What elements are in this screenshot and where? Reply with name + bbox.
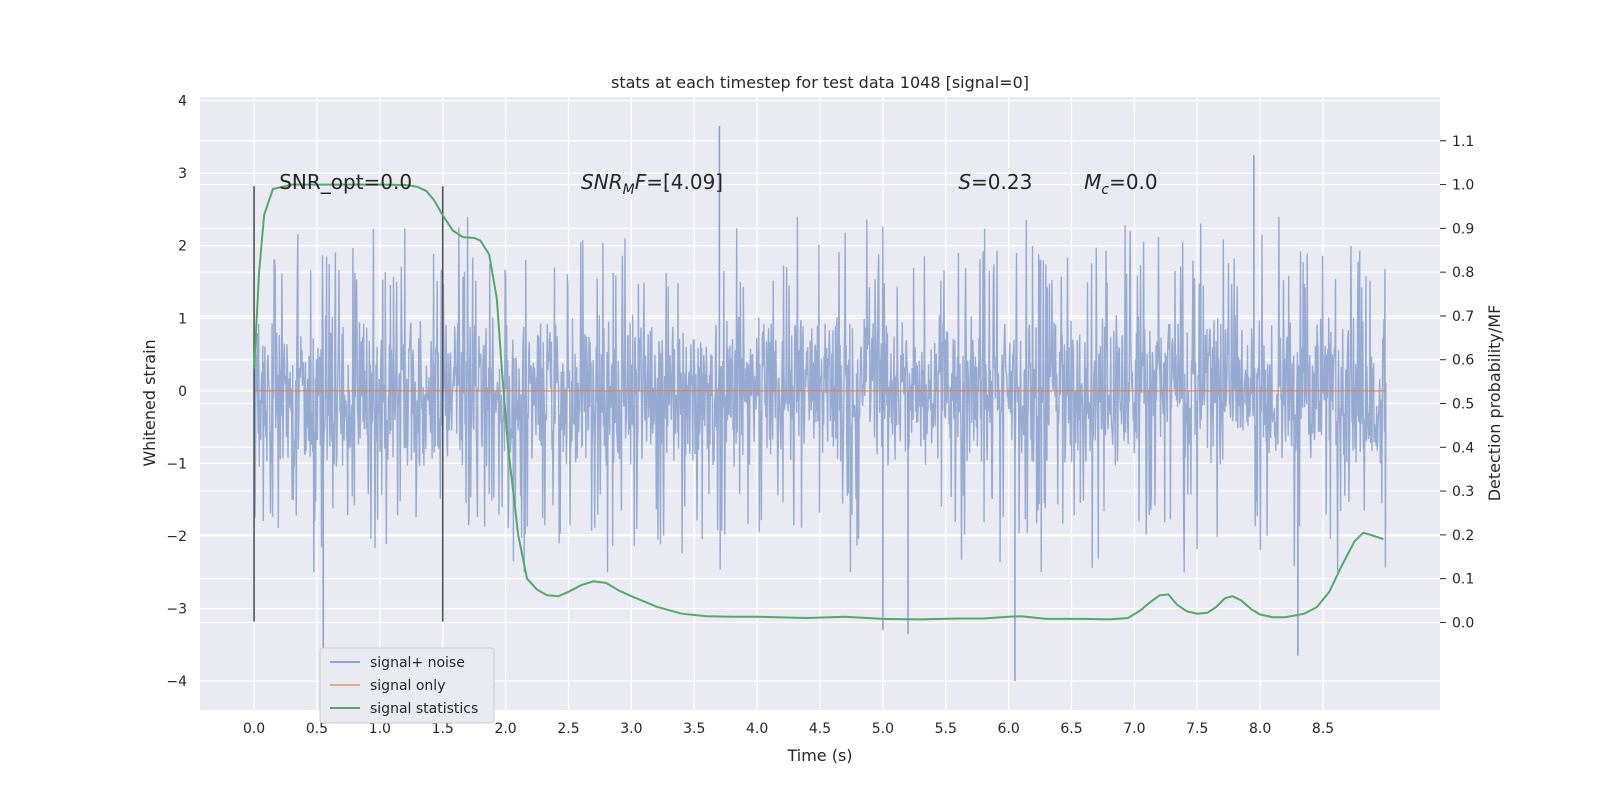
y2-tick-label: 0.2 — [1452, 528, 1474, 544]
x-tick-label: 2.0 — [494, 721, 516, 737]
legend: signal+ noise signal only signal statist… — [319, 647, 495, 724]
x-tick-label: 6.0 — [998, 721, 1020, 737]
x-tick-label: 4.0 — [746, 721, 768, 737]
annotation: SNRMF=[4.09] — [581, 170, 723, 198]
legend-box — [319, 647, 495, 724]
y2-tick-label: 0.7 — [1452, 309, 1474, 325]
x-tick-label: 0.5 — [306, 721, 328, 737]
y-axis-ticks: −4 −3 −2 −1 0 1 2 3 4 — [166, 94, 187, 690]
statistics-line — [253, 183, 1384, 621]
x-axis-ticks: 0.0 0.5 1.0 1.5 2.0 2.5 3.0 3.5 4.0 4.5 5.0 5.5 6.0 6… — [243, 721, 1334, 737]
x-tick-label: 4.5 — [809, 721, 831, 737]
y2-tick-label: 0.4 — [1452, 440, 1474, 456]
y2-tick-label: 0.5 — [1452, 397, 1474, 413]
y2-tick-label: 0.1 — [1452, 572, 1474, 588]
y2-axis-label: Detection probability/MF — [1485, 305, 1504, 502]
x-tick-label: 1.5 — [432, 721, 454, 737]
series-signal-statistics — [253, 183, 1384, 621]
x-tick-label: 6.5 — [1060, 721, 1082, 737]
y2-tick-label: 0.8 — [1452, 265, 1474, 281]
y2-tick-label: 0.0 — [1452, 615, 1474, 631]
x-tick-label: 5.0 — [872, 721, 894, 737]
vertical-lines — [253, 186, 444, 622]
y2-tick-label: 0.6 — [1452, 353, 1474, 369]
y2-tick-label: 0.3 — [1452, 484, 1474, 500]
y2-tick-label: 1.0 — [1452, 178, 1474, 194]
y-tick-label: −1 — [166, 456, 187, 472]
y-tick-label: 2 — [178, 239, 187, 255]
legend-label-signal-statistics: signal statistics — [370, 701, 478, 717]
legend-label-signal-only: signal only — [370, 678, 445, 694]
x-tick-label: 5.5 — [935, 721, 957, 737]
legend-label-signal-plus-noise: signal+ noise — [370, 655, 465, 671]
y-tick-label: 3 — [178, 166, 187, 182]
x-tick-label: 8.0 — [1249, 721, 1271, 737]
y-tick-label: −2 — [166, 529, 187, 545]
y-axis-label: Whitened strain — [140, 339, 159, 466]
y-tick-label: 1 — [178, 311, 187, 327]
x-tick-label: 7.0 — [1123, 721, 1145, 737]
annotation: Mc=0.0 — [1084, 170, 1158, 198]
x-tick-label: 1.0 — [369, 721, 391, 737]
annotation: S=0.23 — [958, 170, 1032, 194]
y2-tick-label: 0.9 — [1452, 221, 1474, 237]
annotations: SNR_opt=0.0 SNRMF=[4.09] S=0.23 Mc=0.0 — [279, 170, 1157, 198]
x-tick-label: 2.5 — [557, 721, 579, 737]
x-tick-label: 0.0 — [243, 721, 265, 737]
y-tick-label: −4 — [166, 674, 187, 690]
y2-axis-ticks: 0.0 0.1 0.2 0.3 0.4 0.5 0.6 0.7 0.8 0.9 1.0 1.1 — [1440, 134, 1474, 631]
y2-tick-label: 1.1 — [1452, 134, 1474, 150]
chart-title: stats at each timestep for test data 104… — [611, 73, 1029, 92]
x-tick-label: 8.5 — [1312, 721, 1334, 737]
annotation: SNR_opt=0.0 — [279, 170, 412, 194]
x-axis-label: Time (s) — [786, 746, 852, 765]
x-tick-label: 7.5 — [1186, 721, 1208, 737]
y-tick-label: 0 — [178, 384, 187, 400]
x-tick-label: 3.0 — [620, 721, 642, 737]
x-tick-label: 3.5 — [683, 721, 705, 737]
y-tick-label: −3 — [166, 601, 187, 617]
y-tick-label: 4 — [178, 94, 187, 110]
